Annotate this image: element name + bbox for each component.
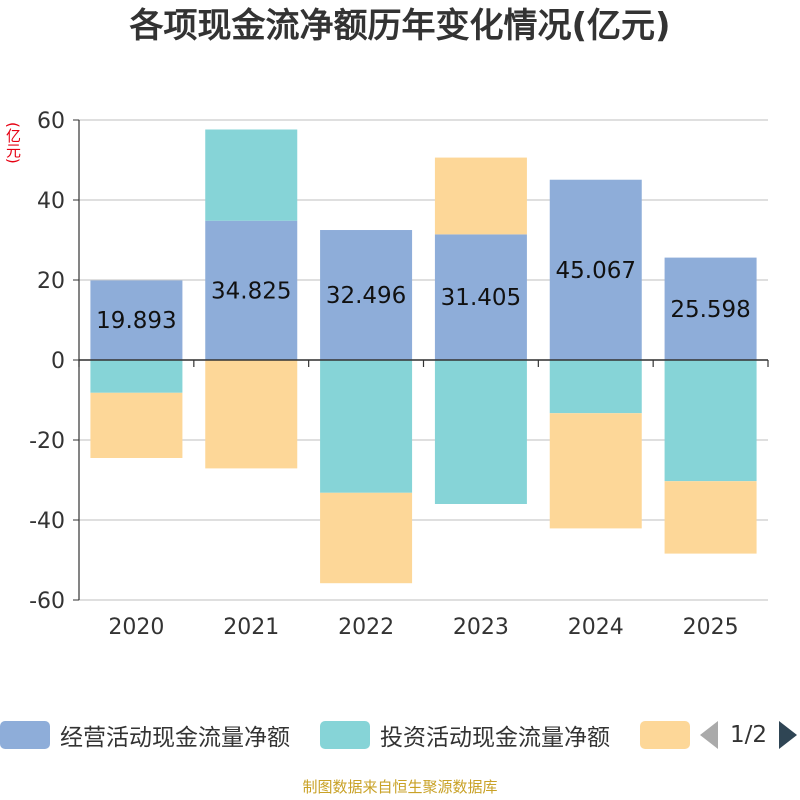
- y-tick-label: 40: [37, 189, 65, 214]
- x-tick-label-2023: 2023: [453, 615, 509, 640]
- bar-operating-2020: [90, 280, 183, 360]
- bar-operating-2023: [434, 234, 527, 360]
- bar-financing-2024: [549, 413, 642, 529]
- y-tick-label: -40: [29, 509, 65, 534]
- data-label-2020: 19.893: [96, 308, 176, 334]
- next-page-icon[interactable]: [779, 721, 798, 749]
- bar-investing-2022: [320, 360, 413, 493]
- bar-chart: 60 40 20 0 -20 -40 -60 19.893 34.825 32.496 31.405…: [29, 109, 769, 640]
- bar-operating-2021: [205, 220, 298, 360]
- bar-investing-2021: [205, 129, 298, 221]
- legend: 经营活动现金流量净额 投资活动现金流量净额 1/2: [0, 715, 800, 755]
- legend-label-operating: 经营活动现金流量净额: [60, 725, 290, 751]
- prev-page-icon[interactable]: [700, 721, 718, 749]
- x-tick-label-2021: 2021: [223, 615, 279, 640]
- legend-page-indicator: 1/2: [730, 722, 768, 748]
- y-tick-label: 20: [37, 269, 65, 294]
- bar-investing-2023: [434, 360, 527, 504]
- data-label-2022: 32.496: [326, 283, 406, 309]
- x-tick-label-2020: 2020: [108, 615, 164, 640]
- x-tick-label-2025: 2025: [683, 615, 739, 640]
- data-label-2024: 45.067: [556, 258, 636, 284]
- bar-financing-2025: [664, 481, 757, 554]
- legend-swatch-investing: [320, 721, 370, 749]
- y-tick-label: 0: [51, 349, 65, 374]
- bar-operating-2024: [549, 179, 642, 360]
- legend-pager: 1/2: [700, 719, 798, 751]
- y-tick-label: 60: [37, 109, 65, 134]
- bar-investing-2024: [549, 360, 642, 414]
- bar-financing-2022: [320, 492, 413, 584]
- legend-item-investing[interactable]: 投资活动现金流量净额: [320, 715, 610, 755]
- legend-item-financing[interactable]: [640, 715, 690, 755]
- chart-title: 各项现金流净额历年变化情况(亿元): [129, 6, 671, 46]
- bar-investing-2020: [90, 360, 183, 393]
- legend-label-investing: 投资活动现金流量净额: [380, 725, 610, 751]
- legend-swatch-operating: [0, 721, 50, 749]
- y-tick-label: -60: [29, 589, 65, 614]
- bar-financing-2023: [434, 157, 527, 235]
- bar-investing-2025: [664, 360, 757, 482]
- data-source-note: 制图数据来自恒生聚源数据库: [302, 778, 498, 796]
- bar-financing-2020: [90, 392, 183, 458]
- y-axis-unit: (亿元): [4, 122, 22, 164]
- data-label-2023: 31.405: [441, 285, 521, 311]
- x-tick-label-2024: 2024: [568, 615, 624, 640]
- legend-item-operating[interactable]: 经营活动现金流量净额: [0, 715, 290, 755]
- x-tick-label-2022: 2022: [338, 615, 394, 640]
- bar-operating-2022: [320, 230, 413, 360]
- bar-financing-2021: [205, 360, 298, 469]
- bar-operating-2025: [664, 257, 757, 360]
- data-label-2025: 25.598: [670, 297, 750, 323]
- y-tick-label: -20: [29, 429, 65, 454]
- legend-swatch-financing: [640, 721, 690, 749]
- data-label-2021: 34.825: [211, 278, 291, 304]
